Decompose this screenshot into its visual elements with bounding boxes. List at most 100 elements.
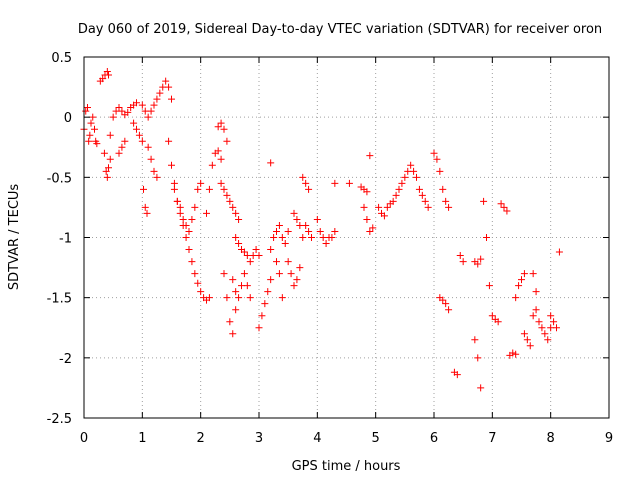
data-point <box>197 288 205 296</box>
data-point <box>267 159 275 167</box>
data-point <box>480 197 488 205</box>
data-point <box>124 108 132 116</box>
data-point <box>488 312 496 320</box>
data-point <box>322 240 330 248</box>
data-point <box>106 131 114 139</box>
data-point <box>293 276 301 284</box>
data-point <box>246 258 254 266</box>
data-point <box>430 149 438 157</box>
data-point <box>273 258 280 266</box>
x-tick-label: 7 <box>488 431 496 446</box>
data-point <box>275 270 283 278</box>
data-point <box>223 191 231 199</box>
data-point <box>264 288 272 296</box>
data-point <box>290 209 298 217</box>
data-point <box>220 125 228 133</box>
data-point <box>197 179 205 187</box>
y-tick-label: 0.5 <box>51 51 72 66</box>
data-point <box>477 384 485 392</box>
data-point <box>82 107 90 115</box>
y-tick-label: -2.5 <box>47 412 72 427</box>
data-point <box>141 203 149 211</box>
data-point <box>246 294 254 302</box>
data-point <box>363 188 371 196</box>
data-point <box>535 318 543 326</box>
data-point <box>538 324 546 332</box>
data-point <box>220 185 228 193</box>
data-point <box>410 167 418 175</box>
data-point <box>477 255 485 263</box>
data-point <box>445 203 453 211</box>
x-tick-label: 6 <box>430 431 438 446</box>
data-point <box>442 300 450 308</box>
data-point <box>523 336 531 344</box>
data-point <box>366 227 374 235</box>
data-point <box>232 306 240 314</box>
data-point <box>375 203 383 211</box>
x-tick-label: 3 <box>255 431 263 446</box>
data-point <box>316 227 324 235</box>
data-point <box>383 203 391 211</box>
grid <box>84 57 609 418</box>
data-point <box>270 234 278 241</box>
data-point <box>284 227 292 235</box>
data-point <box>106 155 114 163</box>
data-point <box>232 209 240 217</box>
data-point <box>392 191 400 199</box>
data-point <box>105 164 112 172</box>
data-point <box>170 179 178 187</box>
data-point <box>173 197 181 205</box>
data-point <box>194 185 202 193</box>
data-point <box>165 83 173 91</box>
data-point <box>284 258 292 266</box>
data-point <box>86 131 94 139</box>
data-point <box>176 209 184 217</box>
data-point <box>214 123 222 131</box>
data-point <box>497 200 505 208</box>
data-point <box>313 215 321 223</box>
data-point <box>541 330 549 338</box>
data-point <box>103 67 111 75</box>
data-point <box>182 221 190 229</box>
data-point <box>153 173 161 181</box>
y-tick-label: -1.5 <box>47 292 72 307</box>
data-point <box>520 330 528 338</box>
data-point <box>87 119 95 127</box>
data-point <box>223 137 231 145</box>
data-point <box>217 179 225 187</box>
data-point <box>220 270 228 278</box>
data-point <box>185 246 193 254</box>
data-point <box>445 306 453 314</box>
data-point <box>156 89 164 97</box>
data-point <box>144 143 152 151</box>
data-point <box>532 288 540 296</box>
data-point <box>112 107 120 115</box>
data-point <box>138 101 146 109</box>
data-point <box>235 215 243 223</box>
data-point <box>255 252 263 260</box>
data-point <box>261 300 269 308</box>
data-point <box>529 270 537 278</box>
data-point <box>302 179 310 187</box>
data-point <box>240 248 248 256</box>
data-point <box>150 167 158 175</box>
data-point <box>267 246 275 254</box>
data-point <box>229 276 237 284</box>
data-point <box>143 209 151 217</box>
data-point <box>439 296 447 304</box>
data-point <box>252 246 260 254</box>
data-point <box>442 197 450 205</box>
data-point <box>456 252 464 260</box>
data-point <box>115 104 123 112</box>
data-point <box>205 294 213 302</box>
data-point <box>168 161 175 169</box>
data-point <box>182 234 190 241</box>
data-point <box>503 207 511 215</box>
data-point <box>293 215 301 223</box>
data-point <box>185 227 193 235</box>
data-point <box>243 282 251 290</box>
data-point <box>118 107 126 115</box>
y-tick-label: -2 <box>59 352 72 367</box>
data-point <box>401 173 409 181</box>
